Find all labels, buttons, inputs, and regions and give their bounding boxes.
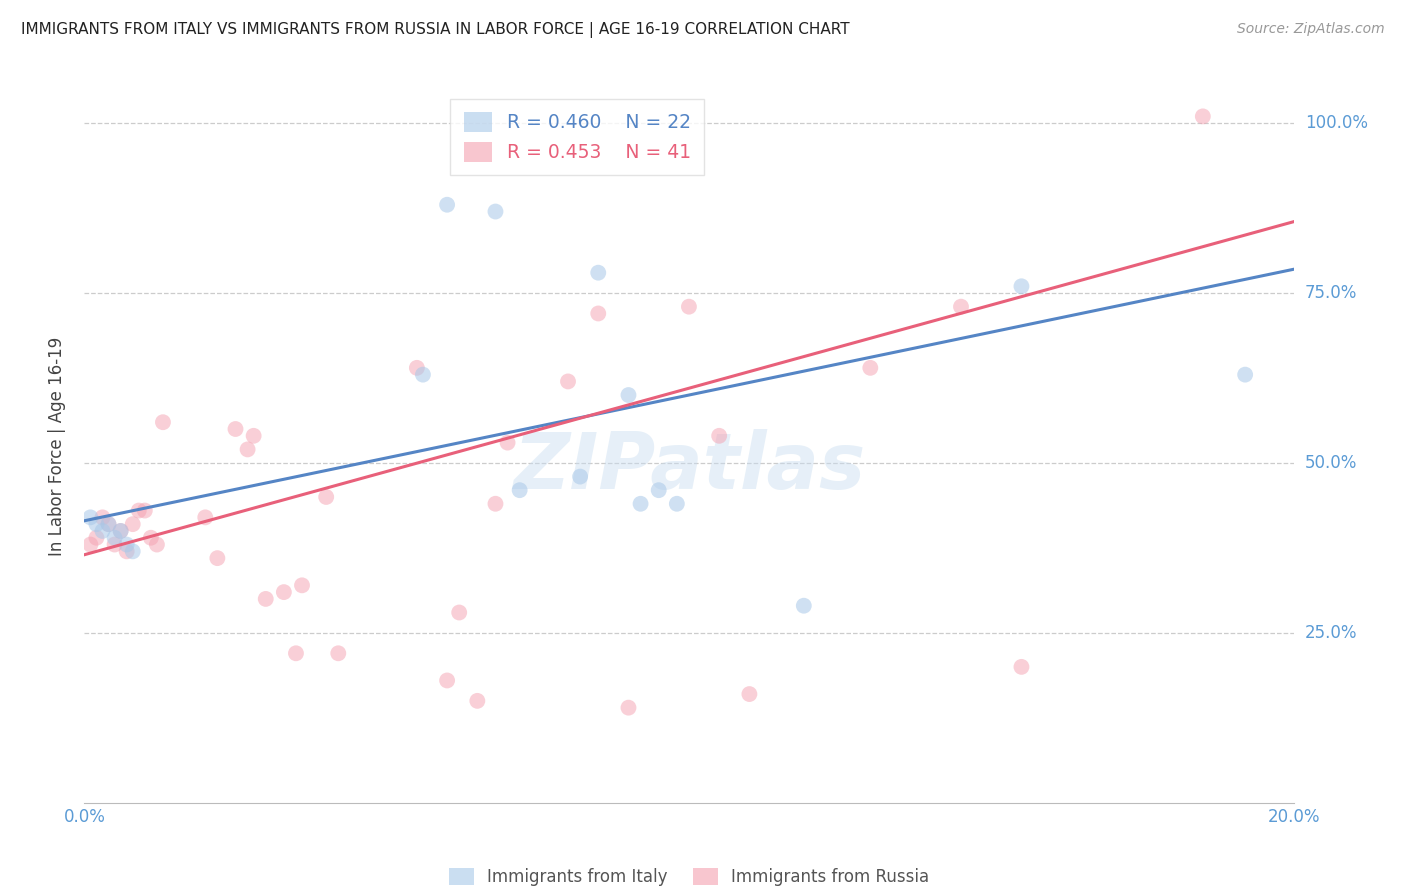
Point (709, 429, 731, 443)
Point (115, 544, 138, 558)
Point (242, 429, 264, 443)
Point (412, 368, 434, 382)
Point (449, 606, 471, 620)
Text: ZIPatlas: ZIPatlas (513, 429, 865, 506)
Point (79, 510, 101, 524)
Point (273, 585, 295, 599)
Point (104, 537, 127, 551)
Point (207, 551, 229, 566)
Point (284, 646, 308, 660)
Text: 100.0%: 100.0% (1305, 114, 1368, 132)
Point (194, 510, 217, 524)
Point (496, 435, 519, 450)
Point (315, 490, 337, 504)
Point (79, 537, 101, 551)
Point (617, 700, 640, 714)
Text: IMMIGRANTS FROM ITALY VS IMMIGRANTS FROM RUSSIA IN LABOR FORCE | AGE 16-19 CORRE: IMMIGRANTS FROM ITALY VS IMMIGRANTS FROM… (21, 22, 849, 38)
Point (91, 524, 114, 538)
Point (115, 537, 138, 551)
Point (128, 503, 150, 517)
Point (152, 415, 174, 429)
Point (557, 375, 579, 389)
Point (406, 360, 429, 375)
Point (617, 388, 640, 402)
Point (110, 524, 132, 538)
Legend: Immigrants from Italy, Immigrants from Russia: Immigrants from Italy, Immigrants from R… (441, 861, 936, 892)
Point (588, 306, 610, 320)
Point (1191, 109, 1213, 123)
Point (436, 673, 458, 688)
Point (121, 544, 143, 558)
Point (97, 517, 120, 532)
Point (859, 360, 882, 375)
Text: 50.0%: 50.0% (1305, 454, 1357, 472)
Text: 75.0%: 75.0% (1305, 284, 1357, 302)
Point (950, 300, 973, 314)
Point (236, 442, 259, 457)
Point (484, 204, 506, 219)
Point (588, 266, 610, 280)
Point (328, 646, 350, 660)
Point (291, 578, 314, 592)
Point (678, 300, 700, 314)
Point (1234, 368, 1257, 382)
Point (1010, 660, 1032, 674)
Point (484, 497, 506, 511)
Point (134, 503, 156, 517)
Point (630, 497, 652, 511)
Y-axis label: In Labor Force | Age 16-19: In Labor Force | Age 16-19 (48, 336, 66, 556)
Point (97, 517, 120, 532)
Point (569, 469, 592, 483)
Point (509, 483, 531, 498)
Point (436, 198, 458, 212)
Point (793, 599, 815, 613)
Point (225, 422, 247, 436)
Point (467, 694, 489, 708)
Point (665, 497, 688, 511)
Point (146, 537, 169, 551)
Point (86, 531, 108, 545)
Point (139, 531, 162, 545)
Text: 25.0%: 25.0% (1305, 624, 1357, 642)
Text: Source: ZipAtlas.com: Source: ZipAtlas.com (1237, 22, 1385, 37)
Point (104, 531, 127, 545)
Point (121, 517, 143, 532)
Point (647, 483, 671, 498)
Point (91, 510, 114, 524)
Point (110, 524, 132, 538)
Point (1010, 279, 1032, 293)
Point (254, 591, 277, 606)
Point (86, 517, 108, 532)
Point (738, 687, 761, 701)
